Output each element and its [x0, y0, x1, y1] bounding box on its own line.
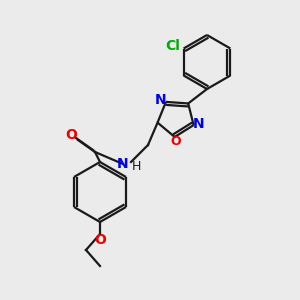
Text: H: H: [131, 160, 141, 172]
Text: N: N: [193, 117, 204, 131]
Text: Cl: Cl: [165, 40, 180, 53]
Text: O: O: [94, 233, 106, 247]
Text: O: O: [65, 128, 77, 142]
Text: N: N: [155, 93, 167, 107]
Text: O: O: [170, 136, 181, 148]
Text: N: N: [117, 157, 129, 171]
